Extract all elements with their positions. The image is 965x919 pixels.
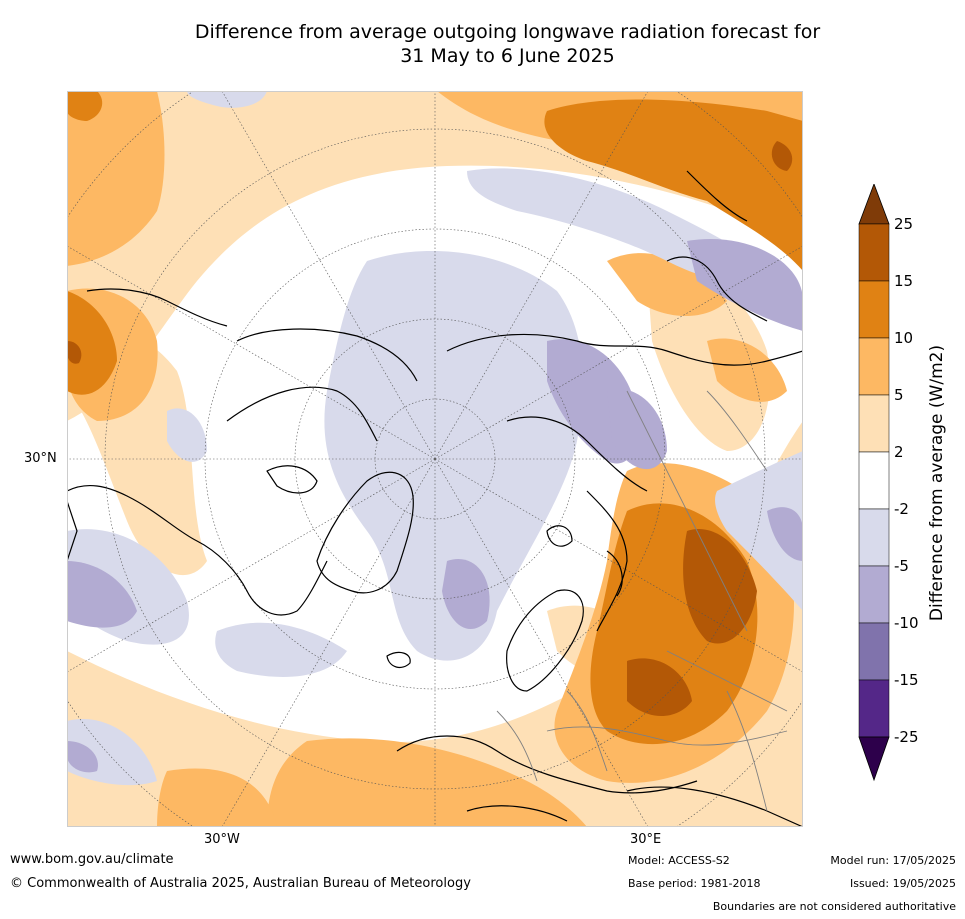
map-frame	[67, 91, 803, 827]
map-title: Difference from average outgoing longwav…	[0, 20, 965, 68]
colorbar-bin-neutral	[858, 451, 890, 510]
coastlines	[67, 170, 803, 827]
colorbar-tick-label: 5	[894, 386, 904, 404]
anomaly-map	[67, 91, 803, 827]
base-period-info: Base period: 1981-2018	[628, 877, 761, 890]
colorbar-tick-label: -25	[894, 728, 919, 746]
colorbar-extend-min	[858, 736, 890, 782]
issued-info: Issued: 19/05/2025	[849, 877, 956, 890]
colorbar-tick-label: -10	[894, 614, 919, 632]
country-boundaries	[496, 390, 788, 812]
longitude-label-30e: 30°E	[630, 832, 662, 847]
latitude-label-30n: 30°N	[24, 451, 57, 466]
website-link[interactable]: www.bom.gov.au/climate	[10, 852, 174, 867]
colorbar-title: Difference from average (W/m2)	[927, 344, 947, 622]
colorbar-bin-10-15	[858, 280, 890, 339]
colorbar-bin-2-5	[858, 394, 890, 453]
copyright-text: © Commonwealth of Australia 2025, Austra…	[10, 876, 471, 891]
colorbar-tick-label: -5	[894, 557, 909, 575]
colorbar-bin-minus15-minus25	[858, 679, 890, 738]
graticule	[67, 91, 803, 827]
model-info: Model: ACCESS-S2	[628, 854, 730, 867]
colorbar-bin-minus2-minus5	[858, 508, 890, 567]
colorbar-extend-max	[858, 184, 890, 225]
longitude-label-30w: 30°W	[204, 832, 240, 847]
disclaimer-text: Boundaries are not considered authoritat…	[712, 900, 956, 913]
colorbar-tick-label: 15	[894, 272, 914, 290]
colorbar-tick-label: 10	[894, 329, 914, 347]
anomaly-minus-5-to-minus-10-fields	[67, 239, 803, 773]
title-line-1: Difference from average outgoing longwav…	[194, 21, 821, 43]
colorbar-bin-minus5-minus10	[858, 565, 890, 624]
model-run-info: Model run: 17/05/2025	[830, 854, 956, 867]
colorbar-tick-label: -2	[894, 500, 909, 518]
colorbar-bin-minus10-minus15	[858, 622, 890, 681]
title-line-2: 31 May to 6 June 2025	[400, 45, 615, 67]
colorbar-bin-15-25	[858, 223, 890, 282]
colorbar-bin-5-10	[858, 337, 890, 396]
colorbar	[858, 184, 890, 782]
colorbar-tick-label: 2	[894, 443, 904, 461]
map-canvas	[67, 91, 803, 827]
colorbar-tick-label: 25	[894, 215, 914, 233]
colorbar-tick-label: -15	[894, 671, 919, 689]
